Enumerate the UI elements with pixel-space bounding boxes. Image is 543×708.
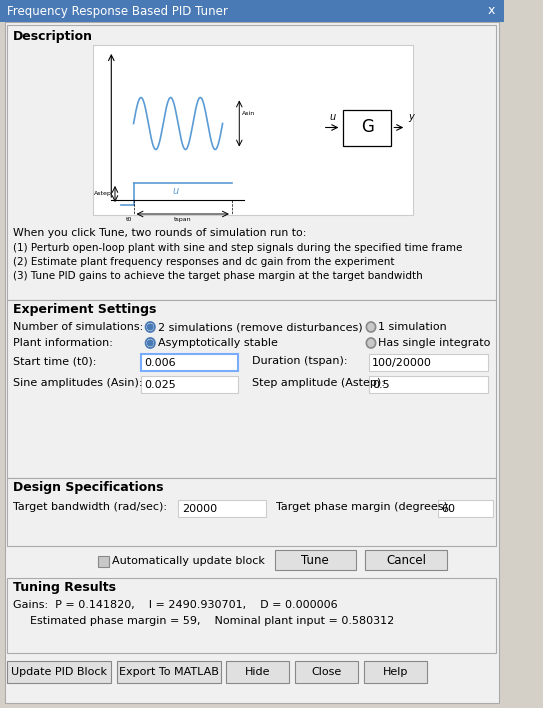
Text: Target phase margin (degrees):: Target phase margin (degrees): [276, 502, 452, 512]
Text: Automatically update block: Automatically update block [112, 556, 265, 566]
FancyBboxPatch shape [295, 661, 358, 683]
Text: Gains:  P = 0.141820,    I = 2490.930701,    D = 0.000006: Gains: P = 0.141820, I = 2490.930701, D … [13, 600, 338, 610]
FancyBboxPatch shape [343, 110, 392, 146]
FancyBboxPatch shape [438, 500, 494, 517]
Circle shape [146, 322, 155, 332]
Circle shape [148, 340, 153, 346]
Text: Asin: Asin [242, 111, 255, 116]
Text: 2 simulations (remove disturbances): 2 simulations (remove disturbances) [157, 322, 362, 332]
FancyBboxPatch shape [8, 578, 496, 653]
FancyBboxPatch shape [369, 354, 488, 371]
Text: 0.006: 0.006 [144, 358, 175, 368]
Text: Astep: Astep [94, 191, 112, 197]
Text: Has single integrato: Has single integrato [378, 338, 491, 348]
Text: G: G [361, 118, 374, 137]
Text: Hide: Hide [245, 667, 270, 677]
Text: Tuning Results: Tuning Results [13, 581, 116, 594]
Text: tspan: tspan [174, 217, 192, 222]
FancyBboxPatch shape [178, 500, 266, 517]
Circle shape [367, 338, 376, 348]
FancyBboxPatch shape [365, 550, 447, 570]
Text: 20000: 20000 [182, 504, 217, 514]
Text: Estimated phase margin = 59,    Nominal plant input = 0.580312: Estimated phase margin = 59, Nominal pla… [30, 616, 394, 626]
FancyBboxPatch shape [8, 300, 496, 478]
Text: x: x [488, 4, 495, 18]
Circle shape [148, 324, 153, 330]
Text: y: y [408, 113, 414, 122]
Text: t0: t0 [125, 217, 132, 222]
Text: Duration (tspan):: Duration (tspan): [252, 356, 348, 366]
FancyBboxPatch shape [369, 376, 488, 393]
Text: u: u [329, 113, 335, 122]
Text: Number of simulations:: Number of simulations: [13, 322, 143, 332]
FancyBboxPatch shape [93, 45, 413, 215]
Text: u: u [172, 186, 178, 196]
Text: Asymptotically stable: Asymptotically stable [157, 338, 277, 348]
FancyBboxPatch shape [8, 661, 111, 683]
Text: Tune: Tune [301, 554, 329, 566]
FancyBboxPatch shape [141, 376, 238, 393]
FancyBboxPatch shape [141, 354, 238, 371]
Text: 0.5: 0.5 [372, 380, 389, 390]
Text: (2) Estimate plant frequency responses and dc gain from the experiment: (2) Estimate plant frequency responses a… [13, 257, 394, 267]
Text: Sine amplitudes (Asin):: Sine amplitudes (Asin): [13, 378, 142, 388]
Text: Plant information:: Plant information: [13, 338, 113, 348]
FancyBboxPatch shape [226, 661, 289, 683]
Text: Step amplitude (Astep):: Step amplitude (Astep): [252, 378, 385, 388]
Text: Cancel: Cancel [386, 554, 426, 566]
Text: Start time (t0):: Start time (t0): [13, 356, 96, 366]
Text: Update PID Block: Update PID Block [11, 667, 108, 677]
Text: Description: Description [13, 30, 93, 43]
Text: Close: Close [311, 667, 342, 677]
Circle shape [367, 322, 376, 332]
Text: 1 simulation: 1 simulation [378, 322, 447, 332]
Text: 0.025: 0.025 [144, 380, 175, 390]
Text: 60: 60 [441, 504, 456, 514]
Text: Design Specifications: Design Specifications [13, 481, 163, 494]
FancyBboxPatch shape [8, 478, 496, 546]
Text: When you click Tune, two rounds of simulation run to:: When you click Tune, two rounds of simul… [13, 228, 306, 238]
Text: (3) Tune PID gains to achieve the target phase margin at the target bandwidth: (3) Tune PID gains to achieve the target… [13, 271, 423, 281]
Text: Target bandwidth (rad/sec):: Target bandwidth (rad/sec): [13, 502, 167, 512]
Text: Experiment Settings: Experiment Settings [13, 303, 156, 316]
FancyBboxPatch shape [0, 0, 503, 22]
FancyBboxPatch shape [364, 661, 427, 683]
FancyBboxPatch shape [5, 22, 499, 703]
Text: Export To MATLAB: Export To MATLAB [119, 667, 219, 677]
Text: Frequency Response Based PID Tuner: Frequency Response Based PID Tuner [8, 4, 228, 18]
FancyBboxPatch shape [98, 556, 109, 567]
FancyBboxPatch shape [8, 25, 496, 300]
Circle shape [146, 338, 155, 348]
Text: (1) Perturb open-loop plant with sine and step signals during the specified time: (1) Perturb open-loop plant with sine an… [13, 243, 462, 253]
Text: Help: Help [382, 667, 408, 677]
Text: 100/20000: 100/20000 [372, 358, 432, 368]
FancyBboxPatch shape [117, 661, 221, 683]
FancyBboxPatch shape [275, 550, 356, 570]
